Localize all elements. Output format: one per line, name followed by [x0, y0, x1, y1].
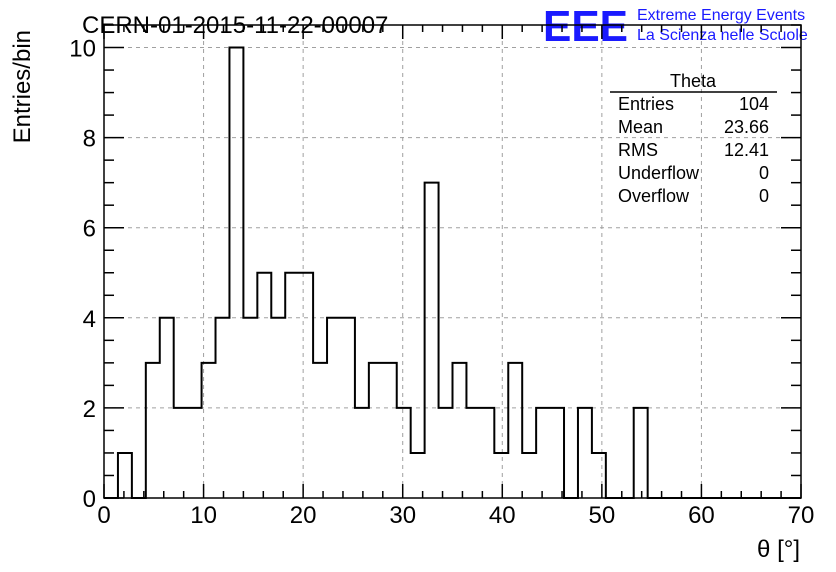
stats-label: RMS [618, 140, 658, 160]
stats-label: Underflow [618, 163, 700, 183]
y-tick-label: 0 [83, 486, 96, 513]
x-tick-label: 30 [389, 502, 416, 529]
stats-title: Theta [670, 71, 717, 91]
y-tick-label: 2 [83, 396, 96, 423]
stats-label: Entries [618, 94, 674, 114]
plot-frame [103, 24, 802, 499]
x-tick-label: 40 [489, 502, 516, 529]
y-tick-label: 4 [83, 306, 96, 333]
stats-value: 0 [759, 163, 769, 183]
stats-label: Overflow [618, 186, 690, 206]
stats-value: 23.66 [724, 117, 769, 137]
logo-line-1: Extreme Energy Events [637, 7, 805, 24]
x-tick-label: 20 [290, 502, 317, 529]
y-axis-label: Entries/bin [9, 30, 36, 143]
grid-lines [104, 25, 801, 498]
stats-label: Mean [618, 117, 663, 137]
logo-line-2: La Scienza nelle Scuole [637, 27, 808, 44]
y-tick-label: 6 [83, 216, 96, 243]
y-tick-label: 10 [69, 36, 96, 63]
eee-logo-mark: EEE [543, 2, 628, 51]
histogram-outline [104, 46, 801, 499]
x-tick-label: 50 [589, 502, 616, 529]
x-tick-label: 70 [788, 502, 815, 529]
x-tick-label: 60 [688, 502, 715, 529]
stats-value: 12.41 [724, 140, 769, 160]
stats-value: 0 [759, 186, 769, 206]
y-tick-labels: 0 2 4 6 8 10 [69, 36, 96, 513]
stats-value: 104 [739, 94, 769, 114]
eee-logo: EEE Extreme Energy Events La Scienza nel… [543, 2, 808, 51]
stats-box: Theta Entries 104 Mean 23.66 RMS 12.41 Underfl… [610, 71, 777, 206]
x-axis-label: θ [°] [757, 536, 800, 563]
x-tick-label: 10 [190, 502, 217, 529]
x-tick-label: 0 [97, 502, 110, 529]
y-tick-label: 8 [83, 126, 96, 153]
x-tick-labels: 0 10 20 30 40 50 60 70 [97, 502, 814, 529]
axis-ticks [103, 24, 802, 499]
